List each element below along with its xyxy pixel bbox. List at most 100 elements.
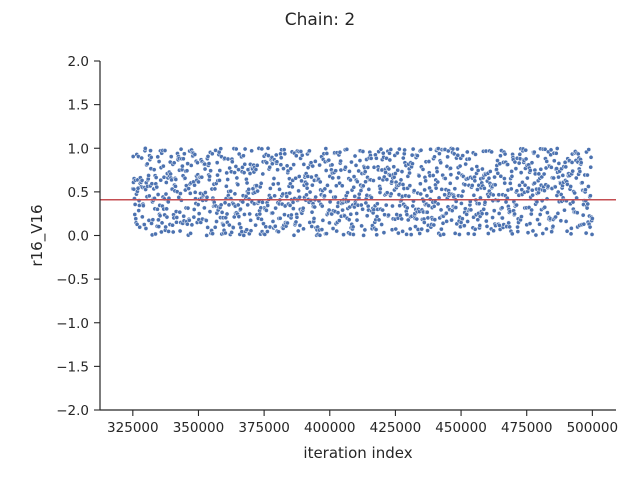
scatter-point	[154, 184, 160, 190]
scatter-point	[564, 228, 570, 234]
scatter-point	[205, 225, 211, 230]
scatter-point	[509, 173, 515, 179]
scatter-point	[541, 171, 547, 177]
scatter-point	[562, 207, 567, 213]
scatter-point	[365, 165, 371, 170]
scatter-point	[301, 226, 306, 232]
scatter-point	[233, 164, 239, 169]
scatter-point	[574, 210, 580, 216]
scatter-point	[296, 188, 301, 194]
scatter-point	[182, 175, 188, 181]
x-tick-label: 350000	[173, 420, 225, 436]
scatter-point	[224, 183, 229, 189]
scatter-point	[386, 166, 392, 172]
scatter-point	[328, 189, 333, 194]
scatter-point	[423, 178, 428, 184]
scatter-point	[265, 145, 271, 151]
scatter-point	[153, 231, 158, 237]
scatter-point	[438, 160, 444, 166]
scatter-point	[266, 153, 271, 158]
scatter-point	[554, 146, 560, 151]
scatter-point	[569, 225, 574, 231]
scatter-point	[503, 199, 509, 205]
scatter-point	[457, 163, 463, 169]
scatter-point	[254, 163, 260, 168]
scatter-point	[274, 159, 280, 165]
scatter-point	[589, 232, 595, 237]
scatter-point	[408, 232, 414, 237]
x-tick-label: 500000	[567, 420, 619, 436]
scatter-point	[215, 172, 220, 178]
x-axis-label: iteration index	[303, 444, 412, 462]
scatter-point	[384, 177, 390, 182]
scatter-point	[295, 228, 301, 234]
scatter-point	[530, 192, 535, 198]
x-tick-label: 400000	[304, 420, 356, 436]
scatter-point	[260, 199, 265, 205]
scatter-point	[490, 192, 496, 198]
y-axis-label: r16_V16	[28, 204, 47, 266]
scatter-point	[515, 224, 520, 230]
scatter-point	[374, 155, 379, 161]
scatter-point	[407, 170, 412, 176]
scatter-point	[487, 169, 493, 174]
scatter-point	[406, 193, 412, 199]
scatter-point	[240, 165, 245, 170]
scatter-point	[432, 217, 438, 222]
scatter-point	[361, 233, 366, 238]
scatter-point	[469, 183, 475, 188]
scatter-point	[588, 154, 594, 160]
scatter-point	[383, 202, 389, 208]
scatter-point	[572, 190, 577, 196]
scatter-point	[143, 226, 149, 231]
scatter-point	[253, 167, 259, 172]
scatter-point	[317, 232, 323, 238]
scatter-point	[426, 159, 432, 164]
scatter-point	[340, 207, 345, 213]
scatter-point	[289, 212, 294, 218]
scatter-point	[455, 146, 460, 152]
scatter-point	[371, 178, 376, 183]
scatter-point	[428, 146, 433, 152]
scatter-point	[245, 202, 251, 208]
scatter-point	[162, 148, 168, 153]
scatter-point	[223, 230, 228, 236]
scatter-point	[333, 194, 338, 200]
scatter-point	[265, 203, 271, 208]
scatter-point	[457, 232, 462, 237]
scatter-point	[265, 229, 270, 234]
scatter-point	[186, 217, 192, 223]
scatter-point	[465, 231, 471, 237]
scatter-point	[529, 187, 535, 193]
scatter-point	[297, 194, 302, 200]
scatter-point	[195, 202, 201, 207]
scatter-point	[182, 151, 187, 157]
scatter-point	[485, 231, 491, 236]
scatter-point	[155, 154, 161, 160]
scatter-point	[207, 209, 213, 215]
scatter-point	[214, 219, 219, 224]
scatter-point	[170, 229, 176, 235]
scatter-point	[431, 222, 437, 228]
scatter-point	[553, 214, 558, 220]
scatter-point	[383, 170, 388, 175]
scatter-point	[464, 212, 469, 217]
scatter-point	[192, 152, 198, 157]
scatter-point	[502, 176, 507, 181]
scatter-point	[391, 164, 397, 170]
scatter-point	[362, 169, 368, 175]
scatter-point	[480, 166, 485, 172]
scatter-point	[181, 213, 187, 219]
scatter-point	[492, 174, 497, 180]
scatter-point	[464, 149, 470, 155]
scatter-point	[166, 229, 171, 234]
scatter-point	[238, 206, 243, 212]
scatter-point	[563, 164, 569, 170]
scatter-point	[535, 153, 541, 159]
scatter-point	[552, 184, 558, 190]
scatter-point	[545, 183, 551, 189]
scatter-point	[519, 214, 524, 219]
scatter-point	[301, 162, 307, 167]
scatter-point	[180, 163, 185, 169]
scatter-point	[444, 219, 449, 224]
